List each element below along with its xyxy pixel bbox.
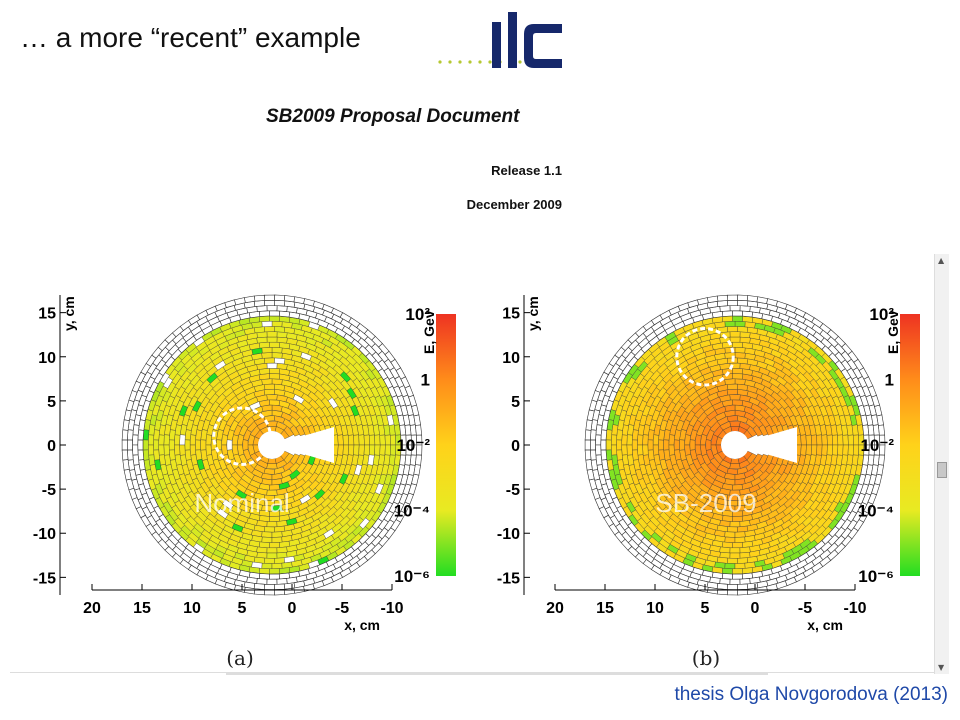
- colorbar-tick-label: 10⁻²: [860, 436, 894, 455]
- y-axis-label: y, cm: [525, 296, 541, 331]
- scroll-up-icon[interactable]: ▲: [938, 256, 945, 265]
- x-tick-label: 5: [238, 600, 247, 617]
- x-axis-label: x, cm: [344, 617, 380, 633]
- x-tick-label: 10: [646, 600, 664, 617]
- x-tick-label: 0: [288, 600, 297, 617]
- document-release: Release 1.1: [491, 163, 562, 178]
- x-tick-label: 20: [83, 600, 101, 617]
- colorbar-label: E, Gev: [421, 310, 437, 354]
- panel-annotation: SB-2009: [655, 488, 756, 518]
- x-tick-label: 20: [546, 600, 564, 617]
- x-tick-label: -10: [380, 600, 403, 617]
- logo-dots: [438, 60, 532, 64]
- y-tick-label: 15: [502, 306, 520, 323]
- document-date: December 2009: [466, 197, 562, 212]
- colorbar-tick-label: 10⁻⁶: [394, 567, 430, 586]
- dashed-circle-marker: [212, 406, 272, 466]
- colorbar: [900, 314, 920, 576]
- y-tick-label: -5: [42, 482, 56, 499]
- y-tick-label: 5: [47, 394, 56, 411]
- y-tick-label: 0: [511, 438, 520, 455]
- y-tick-label: -15: [497, 570, 520, 587]
- thesis-credit: thesis Olga Novgorodova (2013): [674, 684, 948, 705]
- scroll-down-icon[interactable]: ▼: [938, 663, 945, 672]
- colorbar-tick-label: 10⁻²: [396, 436, 430, 455]
- scrollbar[interactable]: ▲ ▼: [934, 254, 949, 674]
- colorbar: [436, 314, 456, 576]
- y-tick-label: 15: [38, 306, 56, 323]
- colorbar-tick-label: 1: [885, 371, 894, 390]
- panel-label: (b): [692, 646, 720, 670]
- x-axis-label: x, cm: [807, 617, 843, 633]
- y-tick-label: 10: [502, 350, 520, 367]
- x-tick-label: 10: [183, 600, 201, 617]
- colorbar-tick-label: 10⁻⁴: [858, 502, 894, 521]
- document-title: SB2009 Proposal Document: [266, 106, 520, 127]
- colorbar-tick-label: 10²: [405, 305, 430, 324]
- x-tick-label: 15: [133, 600, 151, 617]
- y-tick-label: -5: [506, 482, 520, 499]
- panel-label: (a): [226, 646, 254, 670]
- beam-pipe-cutout: [272, 427, 334, 463]
- ilc-logo: [438, 12, 562, 68]
- colorbar-label: E, Gev: [885, 310, 901, 354]
- x-tick-label: -5: [335, 600, 349, 617]
- colorbar-tick-label: 1: [421, 371, 430, 390]
- y-tick-label: 5: [511, 394, 520, 411]
- beam-pipe-cutout: [735, 427, 797, 463]
- y-tick-label: -15: [33, 570, 56, 587]
- y-axis-label: y, cm: [61, 296, 77, 331]
- y-tick-label: 10: [38, 350, 56, 367]
- divider: [10, 672, 934, 673]
- colorbar-tick-label: 10⁻⁴: [394, 502, 430, 521]
- x-tick-label: 0: [751, 600, 760, 617]
- colorbar-tick-label: 10⁻⁶: [858, 567, 894, 586]
- panel-annotation: Nominal: [194, 488, 289, 518]
- colorbar-tick-label: 10²: [869, 305, 894, 324]
- dashed-circle-marker: [675, 327, 735, 387]
- x-tick-label: 5: [701, 600, 710, 617]
- x-tick-label: -5: [798, 600, 812, 617]
- y-tick-label: -10: [33, 526, 56, 543]
- x-tick-label: -10: [843, 600, 866, 617]
- slide-title: … a more “recent” example: [20, 22, 361, 53]
- y-tick-label: 0: [47, 438, 56, 455]
- scroll-thumb[interactable]: [937, 462, 947, 478]
- x-tick-label: 15: [596, 600, 614, 617]
- y-tick-label: -10: [497, 526, 520, 543]
